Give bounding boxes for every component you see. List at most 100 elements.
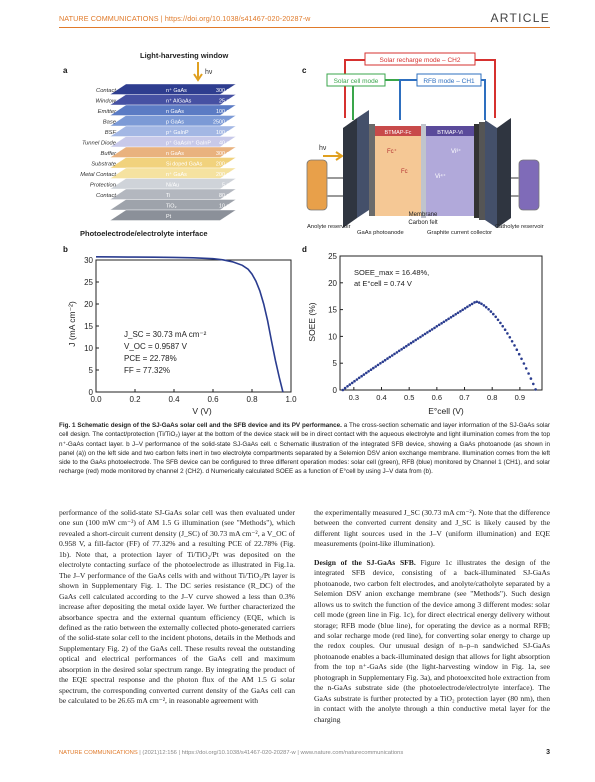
v4-label: Vi⁴⁺ <box>435 173 446 180</box>
panel-a-layer-stack: Light-harvesting window hν Contact n⁺ GaA… <box>80 51 237 238</box>
anolyte-reservoir <box>306 159 328 211</box>
soee-point <box>459 310 462 313</box>
soee-point <box>357 376 361 380</box>
layer-thickness: 2500 nm <box>213 120 234 126</box>
soee-point <box>343 386 347 390</box>
soee-point <box>346 385 349 388</box>
b-xtick-label: 0.6 <box>207 395 219 404</box>
soee-point <box>503 328 507 331</box>
d-xtick-label: 0.5 <box>404 393 414 402</box>
panel-label-a: a <box>63 66 68 75</box>
anolyte-compartment <box>375 126 421 216</box>
carbon-felt <box>474 124 479 218</box>
soee-point <box>350 381 354 385</box>
d-xtick-label: 0.8 <box>487 393 497 402</box>
label-membrane: Membrane <box>409 212 438 218</box>
layer-material: n⁺ AlGaAs <box>166 99 192 105</box>
soee-point <box>513 344 516 347</box>
soee-point <box>456 311 460 315</box>
soee-point <box>449 316 453 319</box>
panel-label-b: b <box>63 245 68 254</box>
figure-caption: Fig. 1 Schematic design of the SJ-GaAs s… <box>59 421 550 477</box>
layer-material: TiO₂ <box>166 204 177 210</box>
mode-rfb: RFB mode – CH1 <box>423 78 475 85</box>
soee-point <box>437 323 441 327</box>
layer-label: Base <box>103 120 117 126</box>
soee-point <box>430 328 434 331</box>
soee-point <box>532 382 535 386</box>
d-xtick-label: 0.3 <box>349 393 359 402</box>
soee-point <box>510 340 514 343</box>
soee-point <box>407 343 410 346</box>
section-heading: Design of the SJ-GaAs SFB. <box>314 557 416 567</box>
layer-material: n GaAs <box>166 151 184 157</box>
soee-point <box>470 302 474 306</box>
soee-point <box>463 307 467 310</box>
right-paragraph-2-text: Figure 1c illustrates the design of the … <box>314 557 550 724</box>
panel-d-soee-chart: 0.3 0.4 0.5 0.6 0.7 0.8 0.9 0 5 10 15 20 25 SOEE_max… <box>307 252 543 416</box>
b-ytick-label: 15 <box>84 322 93 331</box>
page-number: 3 <box>546 749 550 756</box>
b-annot-jsc: J_SC = 30.73 mA cm⁻² <box>124 330 207 339</box>
soee-point <box>527 372 530 375</box>
soee-point <box>487 308 490 311</box>
layer-thickness: 10 nm <box>219 204 234 210</box>
soee-point <box>388 355 392 359</box>
soee-point <box>405 344 408 348</box>
soee-point <box>468 304 472 307</box>
soee-point <box>421 334 424 337</box>
panel-c-device-schematic: Solar recharge mode – CH2 Solar cell mod… <box>306 52 544 236</box>
soee-point <box>409 341 413 345</box>
soee-point <box>393 352 396 356</box>
soee-point <box>414 338 417 342</box>
soee-point <box>506 332 509 335</box>
soee-point <box>360 374 363 378</box>
right-end-plate <box>497 118 511 228</box>
soee-point <box>454 313 457 316</box>
page-footer: NATURE COMMUNICATIONS | (2021)12:156 | h… <box>59 750 403 756</box>
layer-band <box>109 188 237 200</box>
light-arrow-icon <box>193 62 203 82</box>
soee-point <box>461 308 464 312</box>
layer-label: Buffer <box>101 151 118 157</box>
d-ylabel: SOEE (%) <box>307 302 317 341</box>
v3-label: Vi³⁺ <box>451 148 461 155</box>
layer-material: p⁺ GaAs/n⁺ GaInP <box>166 141 211 147</box>
layer-thickness: 200 µm <box>216 162 235 168</box>
layer-label: Metal Contact <box>80 172 116 178</box>
label-gaas: GaAs photoanode <box>357 230 404 236</box>
layer-label: Window <box>95 99 116 105</box>
soee-point <box>355 378 359 381</box>
soee-point <box>475 300 479 304</box>
b-ylabel: J (mA cm⁻²) <box>67 301 77 347</box>
b-annot-voc: V_OC = 0.9587 V <box>124 342 188 351</box>
layer-material: n⁺ GaAs <box>166 172 187 178</box>
jv-curve <box>95 256 284 393</box>
b-ytick-label: 5 <box>89 366 94 375</box>
d-ytick-label: 25 <box>328 252 337 261</box>
left-paragraph: performance of the solid-state SJ-GaAs s… <box>59 508 295 706</box>
soee-point <box>477 301 481 304</box>
right-paragraph-2: Design of the SJ-GaAs SFB. Figure 1c ill… <box>314 558 550 725</box>
layer-label: Contact <box>96 193 116 199</box>
soee-point <box>524 367 528 370</box>
membrane <box>421 124 426 218</box>
soee-point <box>426 331 429 334</box>
soee-point <box>433 326 436 330</box>
panel-c-hv: hν <box>319 145 327 152</box>
caption-body: a The cross-section schematic and layer … <box>59 422 551 476</box>
layer-label: Contact <box>96 88 116 94</box>
d-annot-at: at E°cell = 0.74 V <box>354 279 412 288</box>
soee-point <box>482 304 486 307</box>
b-xlabel: V (V) <box>192 406 212 416</box>
layer-material: Ni/Au <box>166 183 179 189</box>
soee-point <box>522 362 526 365</box>
soee-point <box>520 357 523 361</box>
soee-point <box>473 301 476 304</box>
solar-recharge-wire <box>344 59 496 118</box>
label-graphite: Graphite current collector <box>427 230 492 236</box>
soee-point <box>499 321 502 325</box>
soee-point <box>534 388 537 391</box>
section-label: ARTICLE <box>490 11 550 25</box>
b-xtick-label: 0.0 <box>90 395 102 404</box>
